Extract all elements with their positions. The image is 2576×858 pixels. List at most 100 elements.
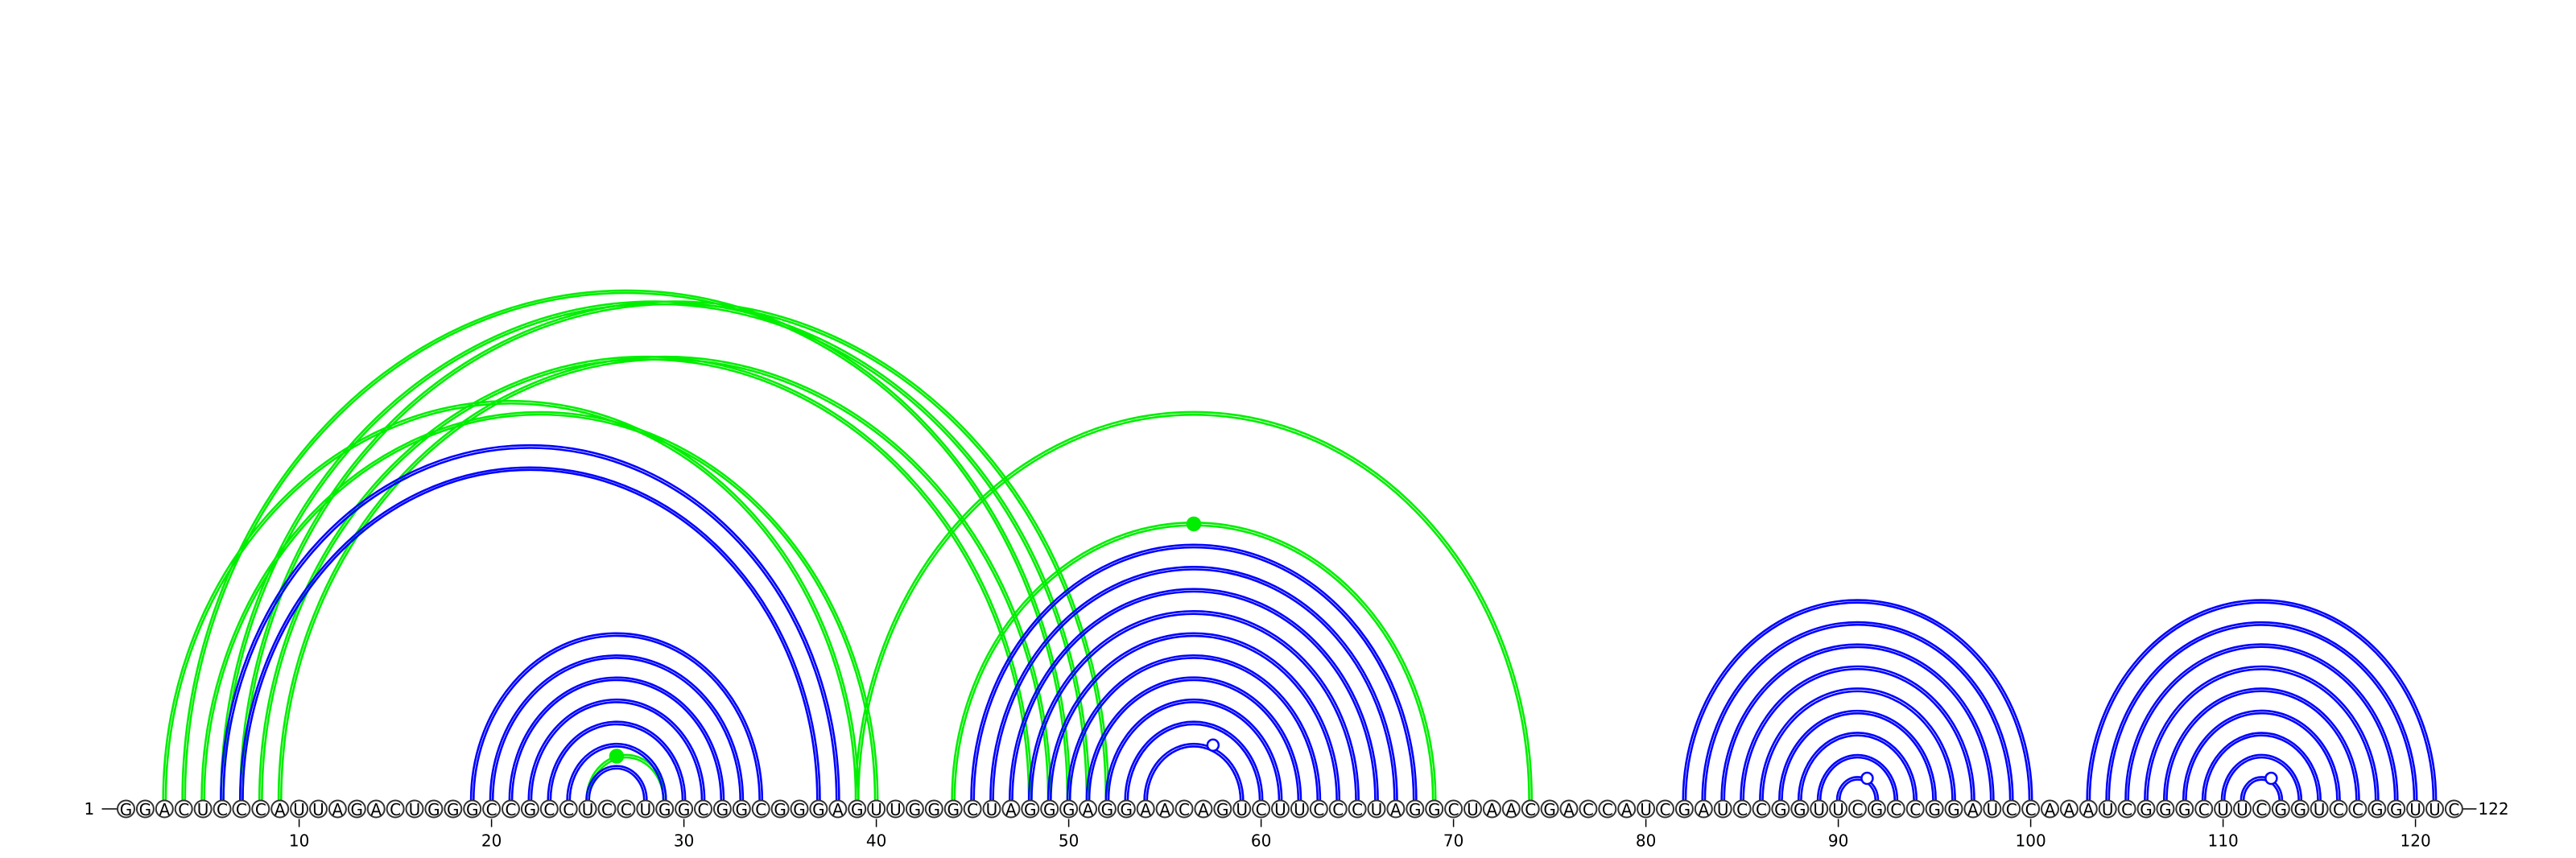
blue-arc-19-34-outer xyxy=(469,632,764,801)
nucleotide-31-circle xyxy=(694,799,712,819)
nucleotide-88-circle xyxy=(1790,799,1810,819)
nucleotide-32-circle xyxy=(712,799,732,819)
nucleotide-122-circle xyxy=(2444,799,2463,819)
nucleotide-118-circle xyxy=(2368,799,2387,819)
blue-arc-87-95-outer xyxy=(1778,709,1937,801)
green-arc-6-51-outer xyxy=(220,300,1091,801)
blue-arc-20-33-outer xyxy=(489,654,745,801)
blue-arc-109-115-outer xyxy=(2201,732,2322,801)
nucleotide-109: C xyxy=(2198,800,2210,819)
nucleotide-38: A xyxy=(832,800,844,819)
green-arc-39-74-inner xyxy=(857,413,1530,801)
blue-arc-53-60-outer xyxy=(1124,720,1264,801)
blue-arc-89-93-inner xyxy=(1819,756,1896,801)
blue-loop-marker-57 xyxy=(1206,738,1220,753)
nucleotide-94-circle xyxy=(1905,799,1925,819)
blue-arc-90-92-inner xyxy=(1838,778,1877,801)
nucleotide-15-circle xyxy=(386,799,405,819)
blue-arc-45-68-inner xyxy=(972,546,1415,801)
nucleotide-79-circle xyxy=(1617,799,1637,819)
nucleotide-77-circle xyxy=(1579,799,1598,819)
nucleotide-109-circle xyxy=(2194,799,2214,819)
nucleotide-67-circle xyxy=(1386,799,1406,819)
nucleotide-57-circle xyxy=(1194,799,1213,819)
nucleotide-51: A xyxy=(1083,800,1094,819)
nucleotide-119: G xyxy=(2390,800,2403,819)
nucleotide-48: G xyxy=(1024,800,1037,819)
nucleotide-113-circle xyxy=(2271,799,2290,819)
nucleotide-55-circle xyxy=(1155,799,1174,819)
nucleotide-83: A xyxy=(1698,800,1709,819)
nucleotide-13: G xyxy=(351,800,364,819)
nucleotide-87: G xyxy=(1774,800,1787,819)
nucleotide-54-circle xyxy=(1136,799,1155,819)
nucleotide-20: C xyxy=(486,800,497,819)
nucleotide-29: G xyxy=(658,800,671,819)
green-arc-6-51-inner xyxy=(222,303,1088,801)
blue-arc-47-66-inner xyxy=(1011,590,1377,801)
nucleotide-74: C xyxy=(1525,800,1536,819)
nucleotide-10: U xyxy=(293,800,305,819)
blue-arc-83-99-outer xyxy=(1701,621,2014,801)
blue-loop-marker-112 xyxy=(2264,771,2278,786)
nucleotide-40-circle xyxy=(867,799,886,819)
nucleotide-84: U xyxy=(1717,800,1729,819)
blue-arc-104-120-outer xyxy=(2105,621,2418,801)
blue-arc-layer xyxy=(220,443,2438,801)
nucleotide-4-circle xyxy=(174,799,193,819)
nucleotide-72: A xyxy=(1487,800,1498,819)
green-arc-4-50-outer xyxy=(181,289,1071,801)
nucleotide-117-circle xyxy=(2348,799,2368,819)
nucleotide-24-circle xyxy=(559,799,578,819)
tick-label-30: 30 xyxy=(674,831,694,851)
nucleotide-7: C xyxy=(236,800,247,819)
nucleotide-106-circle xyxy=(2136,799,2156,819)
nucleotide-35: G xyxy=(774,800,786,819)
nucleotide-87-circle xyxy=(1771,799,1790,819)
nucleotide-36: G xyxy=(793,800,806,819)
blue-arc-25-28-inner xyxy=(588,767,646,801)
green-arc-3-39-inner xyxy=(164,402,857,801)
blue-arc-7-37-inner xyxy=(242,468,819,801)
nucleotide-44-circle xyxy=(943,799,963,819)
nucleotide-114: G xyxy=(2293,800,2306,819)
nucleotide-76-circle xyxy=(1559,799,1579,819)
nucleotide-95-circle xyxy=(1925,799,1944,819)
nucleotide-82: G xyxy=(1678,800,1691,819)
tick-label-110: 110 xyxy=(2208,831,2239,851)
nucleotide-110: U xyxy=(2217,800,2229,819)
nucleotide-11: U xyxy=(312,800,324,819)
nucleotide-73-circle xyxy=(1501,799,1521,819)
tick-label-120: 120 xyxy=(2401,831,2431,851)
green-arc-layer xyxy=(162,289,1534,801)
nucleotide-118: G xyxy=(2371,800,2384,819)
blue-arc-7-37-outer xyxy=(239,466,821,801)
nucleotide-93-circle xyxy=(1886,799,1905,819)
green-arc-7-52-inner xyxy=(242,303,1108,801)
nucleotide-115-circle xyxy=(2310,799,2329,819)
nucleotide-5: U xyxy=(197,800,209,819)
nucleotide-70-circle xyxy=(1444,799,1463,819)
nucleotide-53-circle xyxy=(1117,799,1136,819)
blue-arc-24-29-inner xyxy=(568,745,665,801)
nucleotide-23-circle xyxy=(539,799,559,819)
nucleotide-60: C xyxy=(1256,800,1267,819)
green-arc-8-48-inner xyxy=(261,358,1030,801)
blue-arc-107-117-inner xyxy=(2165,690,2358,801)
nucleotide-40: U xyxy=(870,800,882,819)
nucleotide-38-circle xyxy=(828,799,848,819)
nucleotide-116-circle xyxy=(2329,799,2348,819)
nucleotide-103: A xyxy=(2083,800,2094,819)
blue-arc-6-38-inner xyxy=(222,447,838,801)
nucleotide-57: A xyxy=(1198,800,1209,819)
blue-arc-110-114-inner xyxy=(2223,756,2300,801)
nucleotide-69-circle xyxy=(1425,799,1444,819)
nucleotide-68: G xyxy=(1409,800,1422,819)
nucleotide-61: U xyxy=(1274,800,1286,819)
nucleotide-78: C xyxy=(1602,800,1613,819)
blue-arc-108-116-outer xyxy=(2182,709,2341,801)
nucleotide-111: U xyxy=(2236,800,2248,819)
nucleotide-27: C xyxy=(621,800,632,819)
nucleotide-27-circle xyxy=(617,799,636,819)
